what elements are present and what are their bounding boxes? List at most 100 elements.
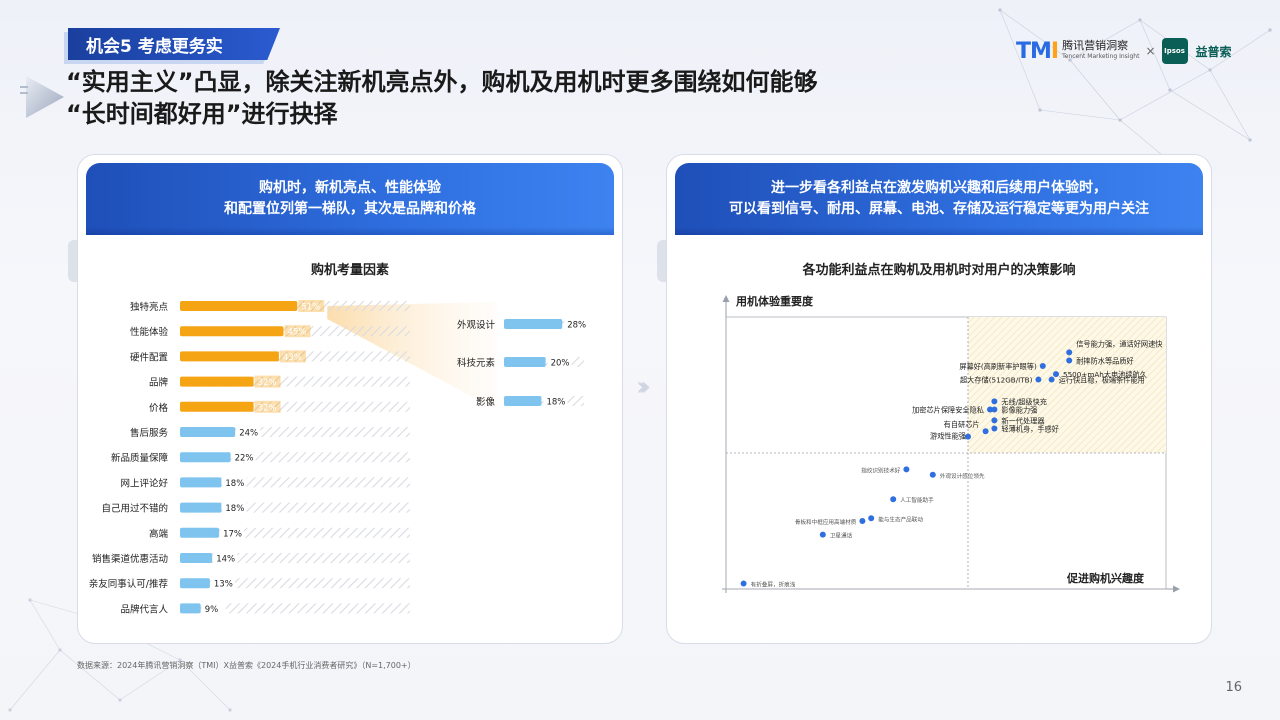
bar-row: 独特亮点 51% [130,300,410,313]
bar-label-bg [279,350,306,363]
bar-category-label: 销售渠道优惠活动 [92,553,168,565]
bar-value-label: 45% [288,328,307,338]
bar-label-bg [222,476,247,489]
scatter-point-label: 骨板和中框应用高端材质 [795,518,857,526]
bar-category-label: 网上评论好 [120,477,168,489]
scatter-dot [982,428,989,435]
bar-row: 网上评论好 18% [120,476,410,489]
scatter-dot [1053,371,1059,378]
right-head-line-1: 进一步看各利益点在激发购机兴趣和后续用户体验时， [771,180,1107,196]
bar-category-label: 自己用过不错的 [101,503,168,515]
sub-bar-label-bg [547,356,572,368]
scatter-point-label: 超大存储(512GB/ITB) [960,376,1033,385]
sub-bar-category-label: 外观设计 [457,319,496,331]
bar [180,578,210,589]
scatter-dot [1035,376,1042,383]
scatter-point-label: 无线/超级快充 [1001,397,1047,406]
bar-value-label: 22% [235,454,254,464]
bar-value-label: 18% [225,479,244,489]
scatter-dot [903,466,910,473]
sub-bar [504,396,542,406]
network-decoration [998,8,1272,172]
bar-label-bg [236,426,261,438]
scatter-point-label: 耐摔防水等品质好 [1076,357,1134,366]
right-head-line-2: 可以看到信号、耐用、屏幕、电池、存储及运行稳定等更为用户关注 [729,201,1149,217]
headline-line-2: “长时间都好用”进行抉择 [66,100,338,128]
left-chart-title: 购机考量因素 [310,263,389,278]
bar [180,553,213,563]
sub-bar-value-label: 18% [546,398,565,408]
bar-row: 高端 17% [149,526,410,540]
purchase-factors-chart: 独特亮点 51% 性能体验 45% 硬件配置 43% 品牌 32% 价格 32% 售后服务 24% 新品… [89,300,589,615]
bar-track [180,477,410,488]
scatter-dot [991,425,998,432]
scatter-dot [991,417,998,424]
bar-value-label: 17% [223,529,242,539]
bar-track [180,502,410,513]
bar-category-label: 独特亮点 [130,301,169,313]
scatter-dot [1048,376,1055,383]
scatter-dot [987,406,993,413]
scatter-point: 卫星通话 [819,531,853,540]
scatter-point-label: 人工智能助手 [900,496,934,504]
bar-track [180,326,410,337]
headline-line-1: “实用主义”凸显，除关注新机亮点外，购机及用机时更多围绕如何能够 [66,68,818,96]
sub-bar-row: 外观设计 28% [457,318,589,331]
bar-label-bg [298,300,325,312]
bar-track [180,527,410,538]
scatter-dot [859,518,866,524]
source-note: 数据来源：2024年腾讯营销洞察（TMI）X益普索《2024手机行业消费者研究》… [77,661,416,670]
chevron-right-icon: ››› [636,372,651,402]
ipsos-logo-icon: Ipsos [1161,38,1188,64]
scatter-dot [740,580,747,587]
sub-bar [504,357,546,367]
bar-category-label: 售后服务 [130,427,169,439]
sub-bar [504,319,563,329]
scatter-point: 能与生态产品联动 [868,515,923,523]
scatter-point-label: 卫星通话 [830,532,853,540]
bar-category-label: 价格 [149,402,169,414]
left-head-line-2: 和配置位列第一梯队，其次是品牌和价格 [224,201,476,217]
scatter-point-label: 能与生态产品联动 [878,515,923,523]
scatter-point: 超大存储(512GB/ITB) [960,376,1042,385]
bar [180,326,284,337]
bar-label-bg [254,400,281,413]
scatter-point: 人工智能助手 [890,496,934,504]
scatter-dot [1066,349,1073,356]
bar-track [180,401,410,412]
scatter-point-label: 影像能力强 [1001,405,1037,414]
bar-category-label: 品牌 [149,377,169,389]
bar-row: 自己用过不错的 18% [101,501,410,515]
sub-bar-category-label: 影像 [476,396,496,408]
sub-bar-row: 影像 18% [476,395,584,408]
scatter-dot [1066,357,1073,364]
bar-label-bg [284,325,311,338]
x-axis-label: 促进购机兴趣度 [1066,571,1145,585]
scatter-point: 加密芯片保障安全隐私 [912,405,993,414]
bar-track [180,578,410,589]
scatter-point-label: 有折叠屏，折痕浅 [751,581,796,589]
sub-bar-category-label: 科技元素 [457,357,496,369]
scatter-point: 无线/超级快充 [991,397,1047,406]
left-card-header: 购机时，新机亮点、性能体验 和配置位列第一梯队，其次是品牌和价格 [86,163,614,235]
scatter-dot [991,398,998,405]
y-axis-arrow-icon [722,295,730,302]
scatter-point: 有折叠屏，折痕浅 [740,580,796,589]
scatter-dot [929,471,936,478]
right-card-header: 进一步看各利益点在激发购机兴趣和后续用户体验时， 可以看到信号、耐用、屏幕、电池… [675,163,1203,235]
bar-label-bg [231,451,256,464]
bar-track [180,376,410,387]
ipsos-cn: 益普索 [1195,44,1232,59]
bar-row: 品牌 32% [149,375,410,389]
bar-track [180,351,410,362]
tmi-en: Tencent Marketing Insight [1062,53,1140,60]
play-arrow-icon [20,76,64,118]
right-chart-title: 各功能利益点在购机及用机时对用户的决策影响 [802,263,1076,278]
bar [180,527,220,538]
bar-row: 销售渠道优惠活动 14% [92,552,410,565]
bar [180,502,222,513]
bar-value-label: 9% [205,605,219,615]
sub-bar-value-label: 20% [551,359,570,369]
bar [180,603,201,614]
